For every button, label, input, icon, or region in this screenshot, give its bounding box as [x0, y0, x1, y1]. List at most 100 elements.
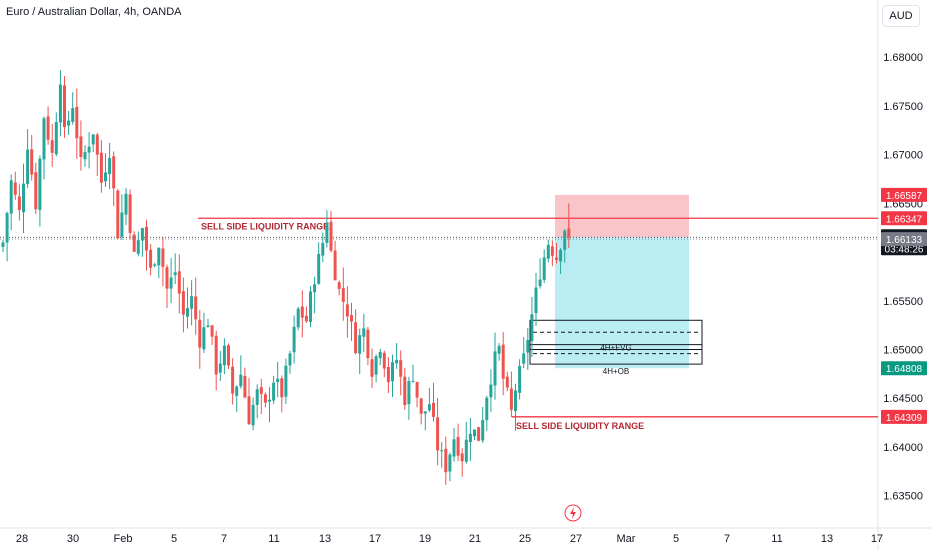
candle-body — [546, 244, 550, 259]
candle-body — [181, 291, 185, 315]
candle-body — [153, 264, 157, 266]
candle-body — [50, 140, 54, 153]
candle-body — [34, 172, 38, 210]
candle-body — [395, 359, 399, 364]
y-tick-label: 1.64000 — [883, 442, 923, 454]
candle-body — [194, 296, 198, 320]
candle-body — [460, 453, 464, 462]
candle-body — [550, 246, 554, 256]
candle-body — [186, 308, 189, 317]
candle-body — [99, 152, 103, 183]
candle-body — [63, 85, 66, 128]
candle-body — [329, 221, 333, 251]
candle-body — [333, 250, 337, 281]
candle-body — [563, 230, 567, 250]
candle-body — [214, 335, 218, 375]
candle-body — [17, 196, 21, 211]
candle-body — [321, 242, 325, 256]
candle-body — [132, 234, 136, 252]
candle-body — [436, 417, 440, 451]
candle-body — [399, 360, 403, 377]
candle-body — [386, 366, 390, 383]
price-badge-stop: 1.66587 — [886, 191, 923, 202]
x-tick-label: 13 — [319, 533, 331, 545]
candle-body — [1, 242, 5, 247]
y-tick-label: 1.65500 — [883, 296, 923, 308]
x-tick-label: 13 — [821, 533, 833, 545]
candle-body — [112, 156, 116, 189]
candle-body — [263, 394, 267, 403]
candle-body — [481, 420, 485, 441]
candle-body — [341, 288, 345, 302]
price-badge-liquidity-top-bg — [881, 211, 927, 226]
candle-body — [206, 325, 210, 328]
candle-body — [415, 381, 419, 398]
candle-body — [526, 340, 530, 353]
candle-body — [391, 362, 394, 382]
x-tick-label: 27 — [570, 533, 582, 545]
liquidity-label-bottom: SELL SIDE LIQUIDITY RANGE — [516, 421, 644, 431]
candle-body — [284, 365, 288, 397]
candle-body — [190, 296, 194, 309]
candle-body — [30, 149, 34, 175]
candle-body — [514, 390, 517, 411]
candle-body — [120, 212, 124, 237]
candle-body — [79, 136, 83, 157]
candle-body — [292, 326, 296, 353]
candle-body — [456, 436, 460, 456]
event-flash-glyph — [570, 507, 576, 519]
candle-body — [423, 411, 427, 414]
candle-body — [505, 376, 509, 388]
candle-body — [309, 291, 312, 322]
candle-body — [222, 345, 226, 366]
candle-body — [136, 240, 140, 254]
candle-body — [5, 213, 9, 243]
candle-body — [157, 247, 161, 266]
candle-body — [317, 253, 321, 284]
candle-body — [116, 190, 120, 239]
y-tick-label: 1.67500 — [883, 101, 923, 113]
price-badge-liquidity-bottom-bg — [881, 409, 927, 424]
candle-body — [464, 439, 468, 462]
candle-body — [165, 267, 169, 289]
candle-body — [370, 359, 374, 377]
candle-body — [378, 351, 382, 359]
candle-body — [497, 345, 501, 354]
candle-body — [272, 382, 276, 401]
candle-body — [218, 363, 222, 373]
candle-body — [468, 433, 472, 443]
candles — [1, 70, 571, 485]
candle-body — [104, 172, 107, 182]
candle-body — [542, 257, 546, 280]
candle-body — [509, 388, 513, 410]
candle-body — [9, 180, 13, 214]
candle-body — [177, 271, 181, 294]
candle-body — [419, 398, 423, 414]
ob-zone-label: 4H+OB — [603, 367, 629, 376]
candle-body — [145, 226, 148, 251]
candle-body — [46, 116, 50, 140]
y-tick-label: 1.68000 — [883, 52, 923, 64]
x-tick-label: 11 — [771, 533, 782, 545]
candle-body — [26, 149, 30, 184]
candle-body — [448, 454, 452, 472]
price-badge-liquidity-top: 1.66347 — [886, 214, 923, 225]
price-badge-liquidity-bottom: 1.64309 — [886, 413, 923, 424]
x-tick-label: 19 — [419, 533, 431, 545]
price-badge-prev-bg — [881, 232, 927, 247]
candle-body — [345, 304, 349, 317]
candle-body — [22, 183, 25, 213]
x-tick-label: 17 — [871, 533, 883, 545]
candle-body — [169, 277, 173, 289]
candle-body — [296, 308, 300, 328]
candle-body — [555, 257, 558, 260]
candle-body — [259, 387, 263, 394]
symbol-title[interactable]: Euro / Australian Dollar, 4h, OANDA — [6, 6, 182, 18]
candle-body — [87, 146, 91, 153]
candle-body — [300, 306, 304, 318]
liquidity-label-top: SELL SIDE LIQUIDITY RANGE — [201, 221, 329, 231]
stop-loss-zone — [555, 194, 689, 238]
currency-selector[interactable]: AUD — [882, 5, 920, 27]
